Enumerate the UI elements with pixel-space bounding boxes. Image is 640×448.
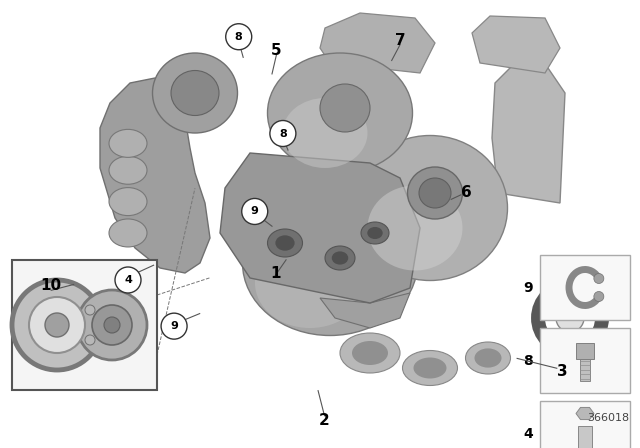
Circle shape [12,280,102,370]
Polygon shape [492,63,565,203]
Ellipse shape [340,333,400,373]
Text: 9: 9 [170,321,178,331]
Ellipse shape [408,167,463,219]
Ellipse shape [474,349,502,368]
Text: 366018: 366018 [587,413,629,422]
Circle shape [270,121,296,146]
Ellipse shape [325,246,355,270]
Text: 10: 10 [40,278,62,293]
Ellipse shape [243,190,417,336]
Polygon shape [320,13,435,73]
Ellipse shape [255,238,365,328]
Circle shape [594,292,604,302]
Ellipse shape [403,350,458,385]
Text: 8: 8 [235,32,243,42]
Circle shape [115,267,141,293]
Circle shape [226,24,252,50]
Ellipse shape [353,135,508,280]
Bar [580,358,590,380]
Text: 5: 5 [271,43,282,58]
Ellipse shape [268,229,303,257]
Bar [540,255,630,320]
Text: 7: 7 [395,33,405,48]
Circle shape [242,198,268,224]
Ellipse shape [352,341,388,365]
Circle shape [556,304,584,332]
Circle shape [85,305,95,315]
Polygon shape [220,153,420,303]
Bar [540,328,630,393]
Ellipse shape [109,188,147,215]
Ellipse shape [465,342,511,374]
Text: 6: 6 [461,185,471,200]
Circle shape [594,273,604,284]
Circle shape [85,335,95,345]
Text: 4: 4 [124,275,132,285]
Polygon shape [100,78,210,273]
Ellipse shape [109,129,147,157]
Circle shape [77,290,147,360]
Text: 9: 9 [523,280,533,294]
Bar [12,260,157,390]
Ellipse shape [109,156,147,184]
Ellipse shape [413,358,447,379]
Ellipse shape [367,185,463,271]
Polygon shape [576,407,594,420]
Ellipse shape [419,178,451,208]
Text: 3: 3 [557,364,567,379]
Bar [576,343,594,358]
Circle shape [45,313,69,337]
Ellipse shape [275,235,294,251]
Ellipse shape [320,84,370,132]
Text: 1: 1 [270,266,280,281]
Text: 4: 4 [523,426,533,440]
Bar [540,401,630,448]
Ellipse shape [268,53,413,173]
Ellipse shape [361,222,389,244]
Circle shape [104,317,120,333]
Text: 8: 8 [279,129,287,138]
Ellipse shape [282,98,367,168]
Ellipse shape [367,227,383,239]
Circle shape [29,297,85,353]
Ellipse shape [171,70,219,116]
Ellipse shape [332,251,348,265]
Text: 9: 9 [251,207,259,216]
Polygon shape [320,293,410,328]
Bar [578,426,592,448]
Polygon shape [472,16,560,73]
Circle shape [92,305,132,345]
Circle shape [161,313,187,339]
Ellipse shape [152,53,237,133]
Text: 8: 8 [523,353,533,367]
Ellipse shape [109,219,147,247]
Text: 2: 2 [319,413,330,428]
